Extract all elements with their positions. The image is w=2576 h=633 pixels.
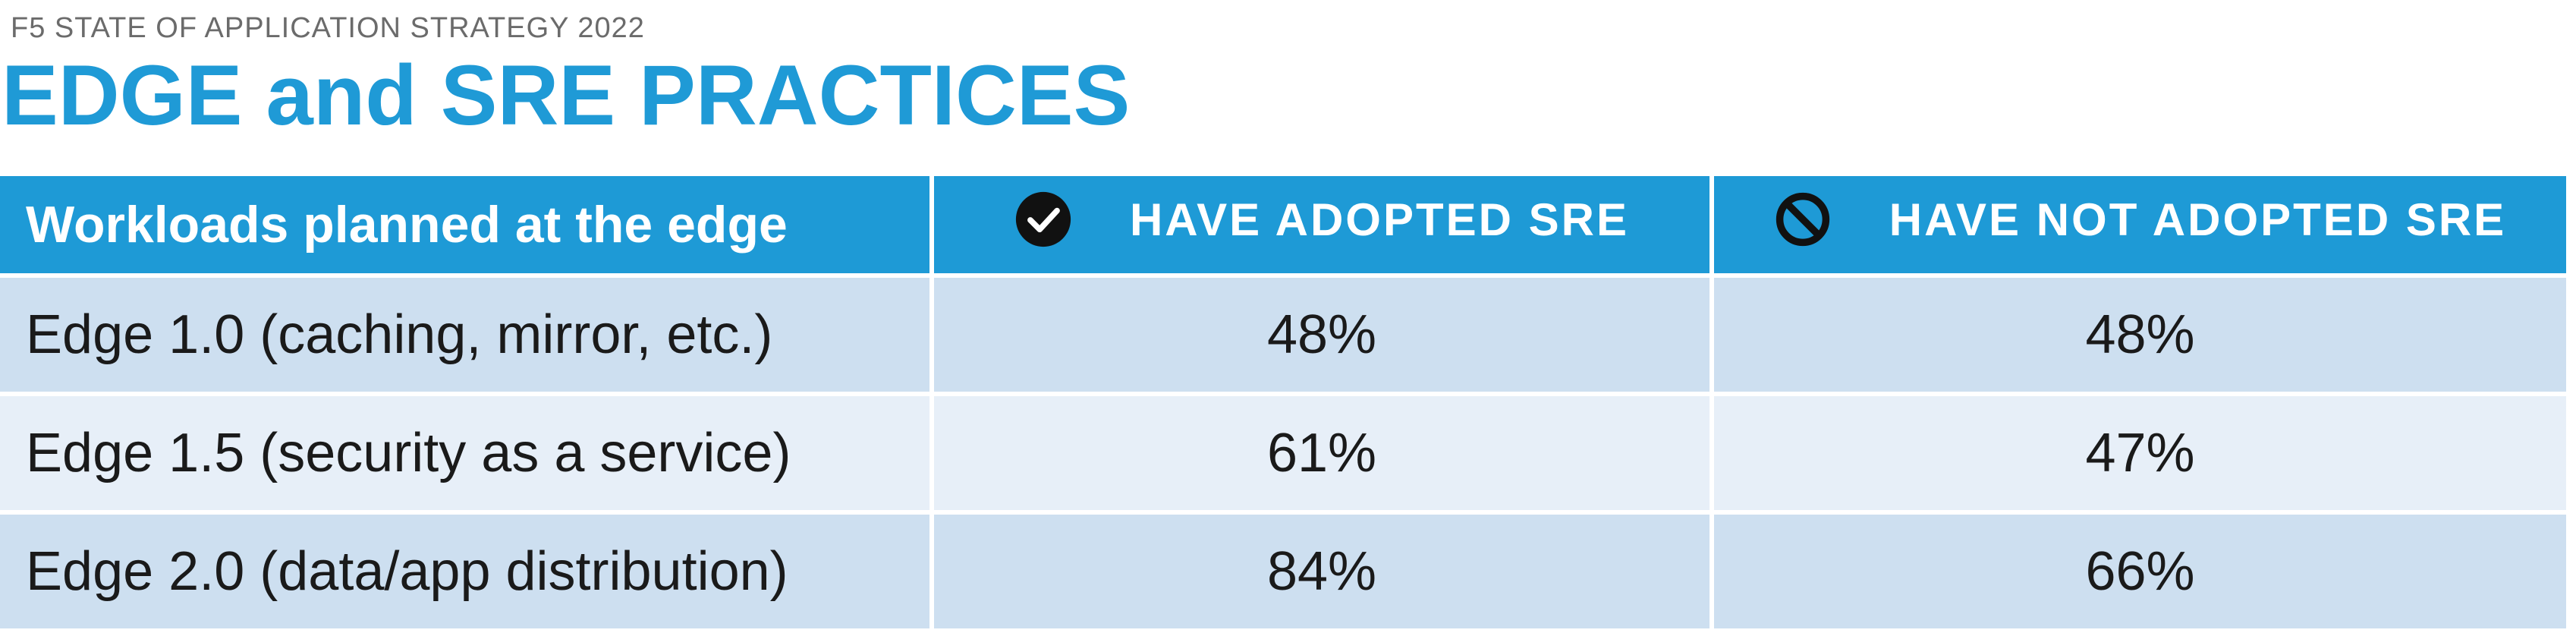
percent-cell: 47% — [1709, 392, 2571, 515]
percent-cell: 61% — [929, 392, 1714, 515]
row-label: Edge 1.5 (security as a service) — [0, 392, 934, 515]
page-title: EDGE and SRE PRACTICES — [2, 48, 1131, 143]
column-header-cell: HAVE NOT ADOPTED SRE — [1709, 176, 2571, 278]
check-icon — [1015, 191, 1071, 247]
percent-cell: 84% — [929, 510, 1714, 633]
ban-icon — [1776, 192, 1829, 247]
row-label: Edge 2.0 (data/app distribution) — [0, 510, 934, 633]
table-row: Edge 2.0 (data/app distribution) 84% 66% — [0, 510, 2571, 633]
column-header: HAVE ADOPTED SRE — [1129, 194, 1630, 245]
row-label: Edge 1.0 (caching, mirror, etc.) — [0, 273, 934, 396]
column-header: Workloads planned at the edge — [0, 176, 934, 278]
column-header-cell: HAVE ADOPTED SRE — [929, 176, 1714, 278]
header-row: Workloads planned at the edge HAVE ADOPT… — [0, 176, 2571, 278]
percent-cell: 66% — [1709, 510, 2571, 633]
table-row: Edge 1.5 (security as a service) 61% 47% — [0, 392, 2571, 515]
table-row: Edge 1.0 (caching, mirror, etc.) 48% 48% — [0, 273, 2571, 396]
table: Workloads planned at the edge HAVE ADOPT… — [0, 176, 2571, 633]
percent-cell: 48% — [1709, 273, 2571, 396]
kicker: F5 STATE OF APPLICATION STRATEGY 2022 — [11, 12, 645, 44]
column-header: HAVE NOT ADOPTED SRE — [1889, 194, 2507, 245]
percent-cell: 48% — [929, 273, 1714, 396]
